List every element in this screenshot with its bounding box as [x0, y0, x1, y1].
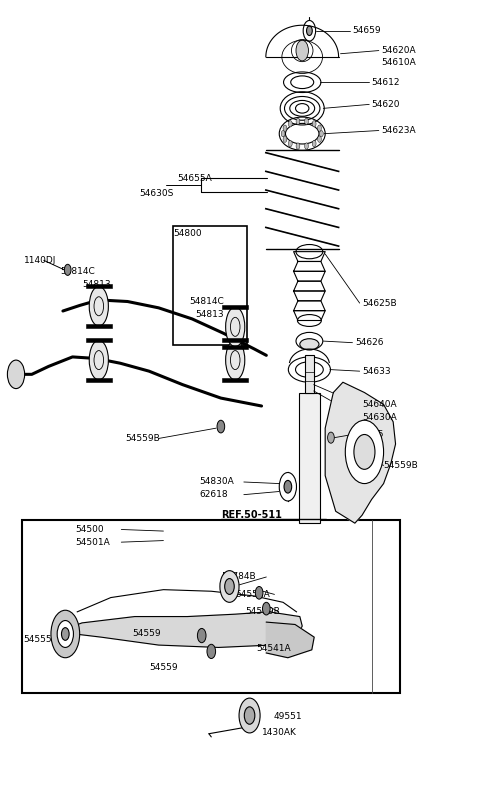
Text: 54623A: 54623A: [381, 126, 416, 135]
Polygon shape: [266, 623, 314, 657]
Text: 62618: 62618: [199, 490, 228, 499]
Circle shape: [61, 627, 69, 640]
Text: 54630S: 54630S: [140, 190, 174, 198]
Text: 54501A: 54501A: [75, 538, 109, 546]
Circle shape: [305, 143, 308, 149]
Circle shape: [239, 698, 260, 733]
Ellipse shape: [226, 340, 245, 380]
Polygon shape: [56, 612, 302, 647]
Circle shape: [220, 571, 239, 603]
Bar: [86, 284, 112, 288]
Circle shape: [64, 264, 71, 275]
Circle shape: [57, 621, 73, 647]
Circle shape: [281, 131, 285, 137]
Circle shape: [197, 628, 206, 642]
Bar: [305, 354, 314, 393]
Text: 54559B: 54559B: [384, 461, 419, 470]
Text: 54519B: 54519B: [245, 607, 279, 616]
Text: 1430AK: 1430AK: [262, 728, 297, 737]
Circle shape: [217, 420, 225, 433]
Circle shape: [318, 125, 322, 132]
Circle shape: [207, 644, 216, 658]
Text: 54555A: 54555A: [24, 635, 59, 644]
Circle shape: [288, 140, 292, 147]
Circle shape: [225, 579, 234, 595]
Circle shape: [345, 420, 384, 484]
Circle shape: [288, 121, 292, 127]
Circle shape: [255, 587, 263, 600]
Text: 54559: 54559: [149, 663, 178, 672]
Circle shape: [263, 603, 270, 615]
Text: 54559B: 54559B: [125, 434, 160, 443]
Circle shape: [51, 611, 80, 657]
Text: 54625B: 54625B: [362, 299, 396, 308]
Bar: [86, 378, 112, 382]
Text: 54559: 54559: [132, 630, 161, 638]
Text: 54800: 54800: [173, 229, 202, 238]
Text: 54500: 54500: [75, 525, 104, 534]
Ellipse shape: [226, 307, 245, 347]
Circle shape: [312, 121, 316, 127]
Text: 54620: 54620: [372, 100, 400, 109]
Text: 54814C: 54814C: [60, 267, 95, 276]
Bar: [22, 520, 400, 692]
Bar: [222, 378, 248, 382]
Circle shape: [296, 40, 309, 61]
Text: 54620A: 54620A: [381, 46, 416, 55]
Text: 54813: 54813: [82, 281, 111, 289]
Bar: [86, 324, 112, 328]
Circle shape: [283, 125, 287, 132]
Circle shape: [284, 481, 292, 493]
Text: 49551: 49551: [274, 712, 302, 721]
Text: 54814C: 54814C: [190, 297, 225, 306]
Text: 54655A: 54655A: [178, 174, 213, 182]
Text: 1140DJ: 1140DJ: [24, 256, 56, 265]
Circle shape: [305, 118, 308, 125]
Circle shape: [312, 140, 316, 147]
Text: 54784B: 54784B: [221, 573, 255, 581]
Ellipse shape: [89, 286, 108, 326]
Circle shape: [296, 118, 300, 125]
Circle shape: [318, 136, 322, 143]
Bar: [299, 393, 320, 523]
Text: 54830A: 54830A: [199, 477, 234, 486]
Text: 54612: 54612: [372, 78, 400, 86]
Text: 54610A: 54610A: [381, 58, 416, 67]
Text: 54659: 54659: [352, 26, 381, 35]
Circle shape: [320, 131, 323, 137]
Circle shape: [283, 136, 287, 143]
Circle shape: [354, 435, 375, 469]
Bar: [222, 345, 248, 349]
Bar: [173, 226, 247, 345]
Circle shape: [327, 432, 334, 443]
Text: REF.50-511: REF.50-511: [221, 510, 282, 520]
Text: 54541A: 54541A: [257, 644, 291, 653]
Circle shape: [279, 473, 297, 501]
Ellipse shape: [300, 339, 319, 350]
Circle shape: [307, 26, 312, 36]
Circle shape: [296, 143, 300, 149]
Circle shape: [7, 360, 24, 389]
Text: 54813: 54813: [195, 310, 224, 319]
Circle shape: [244, 707, 255, 724]
Text: 54645: 54645: [355, 430, 384, 439]
Ellipse shape: [89, 340, 108, 380]
Bar: [222, 338, 248, 342]
Text: 54553A: 54553A: [235, 590, 270, 599]
Bar: [222, 305, 248, 308]
Text: 54626: 54626: [355, 338, 384, 347]
Text: 54630A: 54630A: [362, 412, 397, 422]
Text: 54633: 54633: [362, 366, 391, 376]
Bar: [86, 338, 112, 342]
Polygon shape: [325, 382, 396, 523]
Text: 54640A: 54640A: [362, 400, 396, 409]
